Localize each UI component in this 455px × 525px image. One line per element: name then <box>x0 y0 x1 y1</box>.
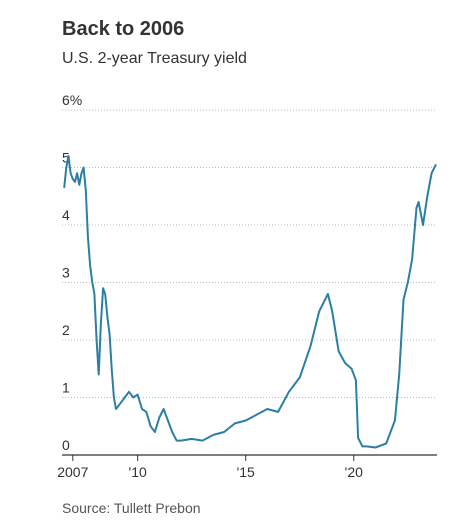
x-tick-label: '20 <box>345 464 363 480</box>
data-point <box>167 419 169 422</box>
data-point <box>104 293 106 295</box>
data-point <box>327 293 329 295</box>
data-point <box>63 187 65 189</box>
data-point <box>394 419 396 422</box>
data-point <box>115 408 117 410</box>
data-point <box>385 442 387 445</box>
data-point <box>338 350 340 353</box>
data-point <box>111 368 113 370</box>
data-point <box>91 281 93 284</box>
data-point <box>344 362 346 364</box>
data-point <box>318 310 320 312</box>
data-point <box>418 201 420 203</box>
data-point <box>234 422 236 424</box>
data-point <box>299 376 301 378</box>
data-point <box>201 440 204 442</box>
data-point <box>212 434 214 436</box>
data-point <box>361 445 363 447</box>
data-point <box>266 408 268 410</box>
x-tick-label: '15 <box>237 464 255 480</box>
data-point <box>154 431 156 433</box>
data-point <box>65 166 67 169</box>
data-point <box>72 178 74 180</box>
data-point <box>426 195 428 197</box>
data-point <box>310 345 312 347</box>
data-point <box>435 164 437 166</box>
y-tick-labels: 0 1 2 3 4 5 6% <box>62 92 82 453</box>
data-point <box>288 391 290 393</box>
data-point <box>85 189 87 192</box>
data-point <box>331 310 333 312</box>
data-point <box>158 417 160 419</box>
data-point <box>163 408 165 410</box>
data-point <box>137 394 139 396</box>
data-point <box>277 411 279 413</box>
data-point <box>402 299 405 301</box>
data-point <box>398 373 400 376</box>
series-layer <box>63 155 437 449</box>
data-point <box>100 322 102 324</box>
data-point <box>93 293 95 295</box>
x-tick-label: '10 <box>129 464 147 480</box>
data-point <box>355 379 357 381</box>
data-point <box>98 373 100 376</box>
data-point <box>141 408 143 410</box>
data-point <box>89 264 91 266</box>
y-tick-label: 6% <box>62 92 82 108</box>
y-tick-label: 3 <box>62 265 70 281</box>
data-point <box>96 339 98 341</box>
data-point <box>102 287 104 289</box>
data-point <box>180 440 182 442</box>
data-point <box>106 316 108 318</box>
data-point <box>245 419 247 422</box>
data-point <box>431 172 433 174</box>
data-point <box>70 172 72 174</box>
data-point <box>145 411 147 413</box>
data-point <box>366 445 368 447</box>
data-point <box>223 431 225 433</box>
data-point <box>407 281 409 284</box>
data-point <box>80 172 83 174</box>
data-point <box>128 391 130 393</box>
data-point <box>109 333 111 335</box>
data-point <box>374 446 376 449</box>
x-tick-label: 2007 <box>57 464 88 480</box>
data-point <box>87 235 89 238</box>
y-tick-label: 2 <box>62 322 70 338</box>
x-tick-labels: 2007 '10 '15 '20 <box>57 455 363 480</box>
data-point <box>411 258 413 261</box>
source-note: Source: Tullett Prebon <box>62 500 201 516</box>
data-point <box>76 172 78 174</box>
data-point <box>150 425 152 427</box>
y-tick-label: 4 <box>62 207 70 223</box>
data-point <box>124 396 126 399</box>
data-point <box>132 396 134 399</box>
data-point <box>74 181 76 183</box>
data-point <box>67 155 70 157</box>
data-point <box>415 207 418 209</box>
y-tick-label: 1 <box>62 380 70 396</box>
yield-series-line <box>63 155 437 449</box>
grid-layer <box>62 109 437 456</box>
y-tick-label: 5 <box>62 150 70 166</box>
y-tick-label: 0 <box>62 437 70 453</box>
data-point <box>119 402 121 404</box>
data-point <box>255 414 258 416</box>
data-point <box>176 440 178 442</box>
data-point <box>422 224 424 226</box>
data-point <box>357 437 359 439</box>
chart-title: Back to 2006 <box>62 18 185 40</box>
chart-subtitle: U.S. 2-year Treasury yield <box>62 50 247 67</box>
data-point <box>113 396 115 399</box>
data-point <box>351 368 353 370</box>
data-point <box>78 184 80 186</box>
data-point <box>191 438 193 440</box>
data-point <box>83 166 85 169</box>
data-point <box>171 431 173 433</box>
